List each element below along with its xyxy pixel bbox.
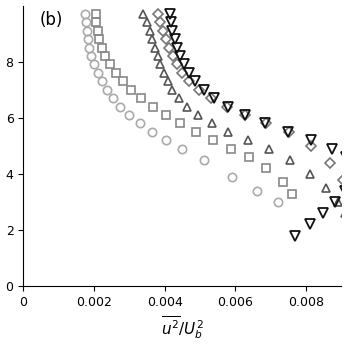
Text: (b): (b)	[39, 11, 62, 29]
X-axis label: $\overline{u^2}/U_b^2$: $\overline{u^2}/U_b^2$	[161, 314, 204, 341]
